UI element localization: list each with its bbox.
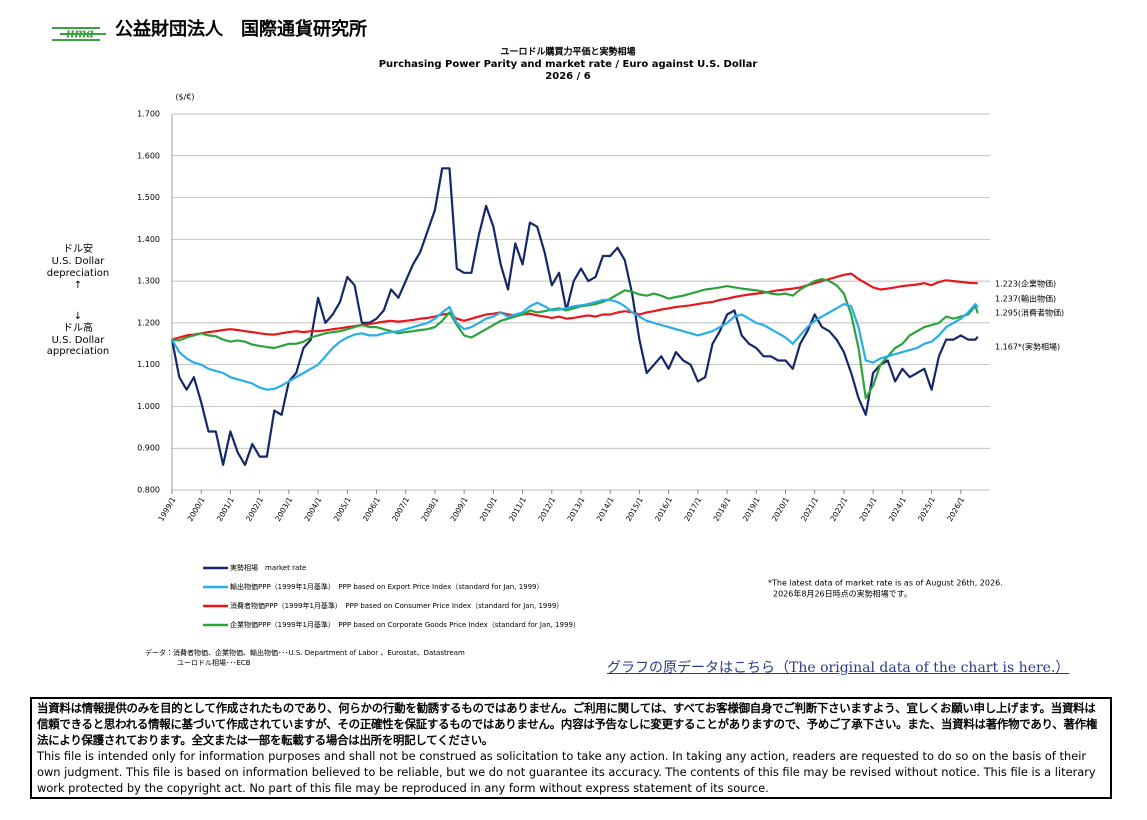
- y-tick-label: 0.900: [137, 444, 160, 453]
- x-tick-label: 2011/1: [507, 495, 528, 523]
- x-tick-label: 2026/1: [945, 495, 966, 523]
- end-label: 1.167*(実勢相場): [995, 342, 1060, 352]
- x-tick-label: 2009/1: [449, 495, 470, 523]
- y-tick-label: 1.200: [137, 318, 160, 327]
- series-line: [171, 298, 979, 391]
- logo-text: iima: [66, 25, 94, 41]
- x-tick-label: 2017/1: [682, 495, 703, 523]
- x-tick-label: 2016/1: [653, 495, 674, 523]
- y-tick-label: 1.000: [137, 402, 160, 411]
- x-tick-label: 2025/1: [916, 495, 937, 523]
- source: ユーロドル相場･･･ECB: [177, 658, 251, 667]
- chart-title: ユーロドル購買力平価と実勢相場: [500, 46, 635, 58]
- legend-label: 企業物価PPP（1999年1月基準） PPP based on Corporat…: [230, 620, 580, 629]
- x-tick-label: 2007/1: [390, 495, 411, 523]
- side-label: U.S. Dollar: [52, 335, 106, 346]
- y-tick-label: 1.100: [137, 360, 160, 369]
- end-label: 1.223(企業物価): [995, 279, 1056, 289]
- note: 2026年8月26日時点の実勢相場です。: [773, 589, 912, 599]
- logo-lines: [52, 27, 106, 41]
- y-tick-label: 0.800: [137, 486, 160, 495]
- side-label: ↓: [74, 311, 82, 322]
- side-label: U.S. Dollar: [52, 256, 106, 267]
- organization: 公益財団法人 国際通貨研究所: [115, 18, 367, 40]
- series-line: [171, 272, 978, 341]
- chart-date: 2026 / 6: [545, 71, 590, 82]
- chart: iima 公益財団法人 国際通貨研究所 ユーロドル購買力平価と実勢相場 Purc…: [47, 18, 1064, 667]
- side-label: ↑: [74, 280, 82, 291]
- x-tick-label: 2010/1: [478, 495, 499, 523]
- x-tick-label: 1999/1: [156, 495, 177, 523]
- side-label: ドル高: [63, 321, 93, 334]
- x-tick-label: 2022/1: [828, 495, 849, 523]
- y-tick-label: 1.700: [137, 110, 160, 119]
- legend-label: 消費者物価PPP（1999年1月基準） PPP based on Consume…: [230, 601, 563, 610]
- disclaimer: 当資料は情報提供のみを目的として作成されたものであり、何らかの行動を勧誘するもの…: [30, 697, 1112, 799]
- disclaimer-ja: 当資料は情報提供のみを目的として作成されたものであり、何らかの行動を勧誘するもの…: [37, 701, 1098, 747]
- disclaimer-en: This file is intended only for informati…: [37, 749, 1096, 795]
- x-tick-label: 2002/1: [244, 495, 265, 523]
- legend-label: 輸出物価PPP（1999年1月基準） PPP based on Export P…: [230, 582, 544, 591]
- chart-subtitle: Purchasing Power Parity and market rate …: [379, 59, 758, 70]
- y-tick-label: 1.300: [137, 277, 160, 286]
- x-tick-label: 2021/1: [799, 495, 820, 523]
- end-label: 1.237(輸出物価): [995, 294, 1056, 304]
- x-tick-label: 2018/1: [712, 495, 733, 523]
- side-label: appreciation: [47, 346, 109, 357]
- logo: iima: [52, 25, 106, 41]
- y-tick-label: 1.500: [137, 193, 160, 202]
- x-tick-label: 2019/1: [741, 495, 762, 523]
- note: *The latest data of market rate is as of…: [768, 579, 1003, 588]
- x-tick-label: 2005/1: [332, 495, 353, 523]
- series-line: [170, 167, 979, 466]
- end-label: 1.295(消費者物価): [995, 308, 1064, 318]
- y-tick-label: 1.400: [137, 235, 160, 244]
- y-axis-label: ($/€): [175, 93, 194, 102]
- x-tick-label: 2012/1: [536, 495, 557, 523]
- x-tick-label: 2013/1: [565, 495, 586, 523]
- x-tick-label: 2020/1: [770, 495, 791, 523]
- x-tick-label: 2001/1: [215, 495, 236, 523]
- x-tick-label: 2023/1: [858, 495, 879, 523]
- source-data-link[interactable]: グラフの原データはこちら（The original data of the ch…: [607, 660, 1070, 676]
- x-tick-label: 2000/1: [186, 495, 207, 523]
- x-tick-label: 2006/1: [361, 495, 382, 523]
- x-tick-label: 2015/1: [624, 495, 645, 523]
- y-tick-label: 1.600: [137, 151, 160, 160]
- side-label: depreciation: [47, 268, 109, 279]
- x-tick-label: 2008/1: [419, 495, 440, 523]
- x-tick-label: 2014/1: [595, 495, 616, 523]
- x-tick-label: 2004/1: [303, 495, 324, 523]
- x-tick-label: 2003/1: [273, 495, 294, 523]
- side-label: ドル安: [63, 243, 93, 255]
- legend-label: 実勢相場 market rate: [230, 563, 306, 572]
- x-tick-label: 2024/1: [887, 495, 908, 523]
- source: データ：消費者物価、企業物価、輸出物価･･･U.S. Department of…: [145, 648, 465, 657]
